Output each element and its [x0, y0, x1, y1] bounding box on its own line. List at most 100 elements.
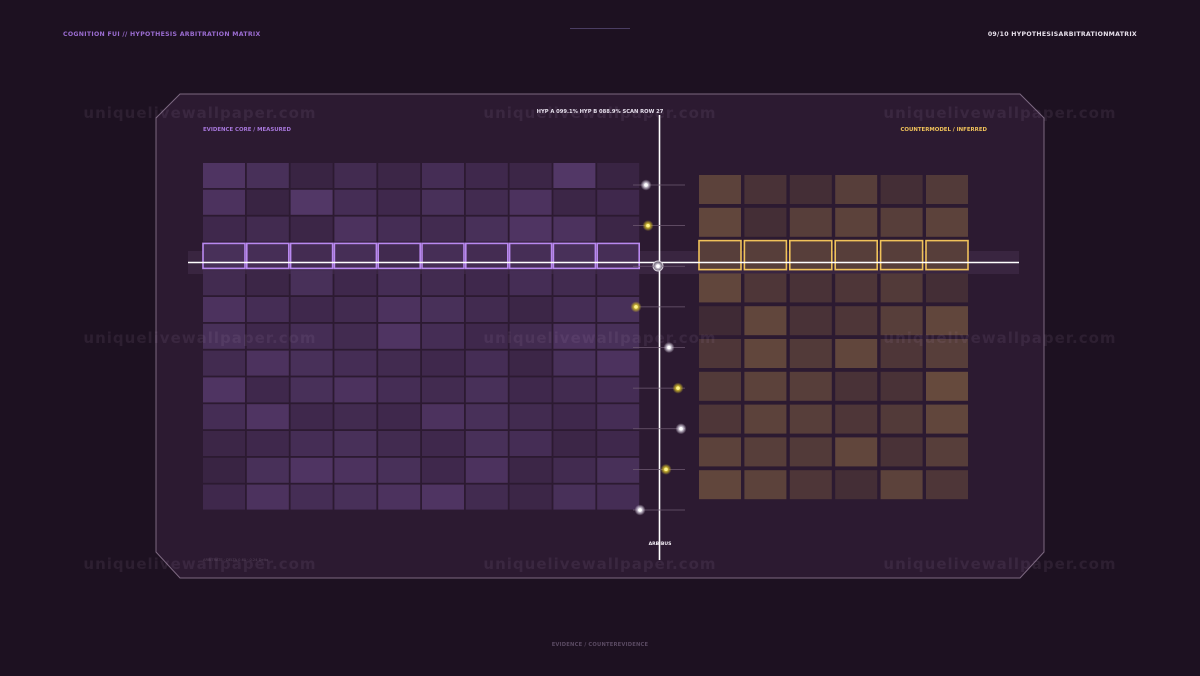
bottom-left-note: ARBITRATE · DELTA 0.6δ · 0.24 Delta [203, 558, 268, 562]
matrix-cell [597, 457, 640, 483]
matrix-cell [699, 339, 741, 368]
matrix-cell [744, 404, 787, 434]
matrix-cell [378, 377, 421, 403]
matrix-cell [203, 457, 245, 483]
matrix-cell-highlighted [508, 242, 553, 270]
matrix-cell [422, 377, 464, 403]
matrix-cell [246, 484, 289, 510]
matrix-cell [203, 484, 245, 510]
confidence-marker-core [644, 183, 648, 187]
matrix-cell [926, 437, 968, 467]
matrix-cell [465, 350, 508, 376]
matrix-cell [422, 163, 464, 188]
matrix-cell [789, 175, 832, 204]
matrix-cell [926, 175, 968, 204]
matrix-cell [465, 404, 508, 430]
matrix-cell [744, 207, 787, 237]
confidence-markers [630, 179, 687, 516]
matrix-cell [290, 404, 333, 430]
matrix-cell-highlighted [377, 242, 422, 270]
matrix-cell [334, 350, 377, 376]
matrix-cell [465, 484, 508, 510]
matrix-cell [835, 404, 878, 434]
matrix-cell [597, 404, 640, 430]
matrix-cell [553, 163, 596, 188]
matrix-cell-highlighted [246, 242, 290, 270]
matrix-cell [290, 163, 333, 188]
matrix-cell [926, 207, 968, 237]
matrix-cell [246, 323, 289, 349]
matrix-cell [465, 297, 508, 322]
matrix-cell [334, 431, 377, 456]
matrix-cell-highlighted [698, 239, 742, 271]
matrix-cell [597, 484, 640, 510]
matrix-cell [553, 431, 596, 456]
matrix-cell [203, 163, 245, 188]
matrix-cell [509, 323, 552, 349]
matrix-cell [246, 163, 289, 188]
matrix-cell [465, 323, 508, 349]
matrix-cell [246, 189, 289, 215]
matrix-cell-highlighted [202, 242, 246, 270]
matrix-cell [422, 189, 464, 215]
matrix-cell [880, 207, 923, 237]
matrix-cell [789, 371, 832, 401]
matrix-cell [290, 350, 333, 376]
matrix-cell [246, 431, 289, 456]
matrix-cell [290, 270, 333, 296]
matrix-cell-highlighted [925, 239, 969, 271]
confidence-marker-core [664, 467, 668, 472]
matrix-cell [597, 189, 640, 215]
matrix-cell [880, 306, 923, 336]
matrix-cell [880, 437, 923, 467]
matrix-cell [465, 270, 508, 296]
matrix-cell [744, 470, 787, 500]
matrix-cell [744, 437, 787, 467]
matrix-cell [789, 306, 832, 336]
matrix-cell [835, 207, 878, 237]
matrix-cell [789, 470, 832, 500]
matrix-cell [203, 404, 245, 430]
confidence-marker-core [667, 345, 671, 350]
matrix-cell [465, 457, 508, 483]
matrix-cell [835, 339, 878, 368]
matrix-cell-highlighted [788, 239, 833, 271]
matrix-cell [334, 163, 377, 188]
matrix-cell [422, 431, 464, 456]
matrix-cell [334, 404, 377, 430]
matrix-cell [290, 377, 333, 403]
matrix-cell [553, 297, 596, 322]
matrix-cell [465, 431, 508, 456]
matrix-cell [880, 470, 923, 500]
matrix-cell [509, 457, 552, 483]
matrix-cell [378, 323, 421, 349]
matrix-cell [422, 270, 464, 296]
matrix-cell [699, 371, 741, 401]
matrix-cell [290, 216, 333, 242]
matrix-cell [835, 273, 878, 303]
matrix-cell [290, 189, 333, 215]
matrix-cell [880, 175, 923, 204]
matrix-cell [835, 437, 878, 467]
matrix-cell [378, 216, 421, 242]
matrix-cell [789, 437, 832, 467]
matrix-cell [422, 323, 464, 349]
matrix-cell [597, 377, 640, 403]
matrix-cell [378, 270, 421, 296]
matrix-cell-highlighted [464, 242, 509, 270]
matrix-cell [699, 404, 741, 434]
matrix-cell [880, 339, 923, 368]
matrix-cell [334, 484, 377, 510]
matrix-cell [334, 216, 377, 242]
matrix-cell [880, 371, 923, 401]
matrix-cell [203, 297, 245, 322]
left-panel-label: EVIDENCE CORE / MEASURED [203, 127, 291, 133]
matrix-cell [203, 189, 245, 215]
matrix-cell [203, 431, 245, 456]
matrix-cell [203, 216, 245, 242]
matrix-cell [926, 306, 968, 336]
matrix-cell [334, 189, 377, 215]
matrix-cell [422, 457, 464, 483]
matrix-cell [465, 377, 508, 403]
matrix-cell [334, 270, 377, 296]
